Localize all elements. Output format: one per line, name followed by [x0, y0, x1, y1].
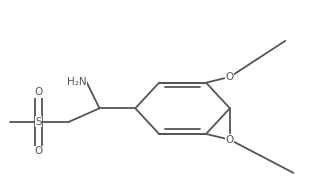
Text: H₂N: H₂N	[67, 77, 86, 87]
Text: O: O	[34, 87, 43, 97]
Text: O: O	[34, 146, 43, 156]
Text: O: O	[226, 72, 234, 82]
Text: O: O	[226, 135, 234, 145]
Text: S: S	[35, 117, 42, 127]
